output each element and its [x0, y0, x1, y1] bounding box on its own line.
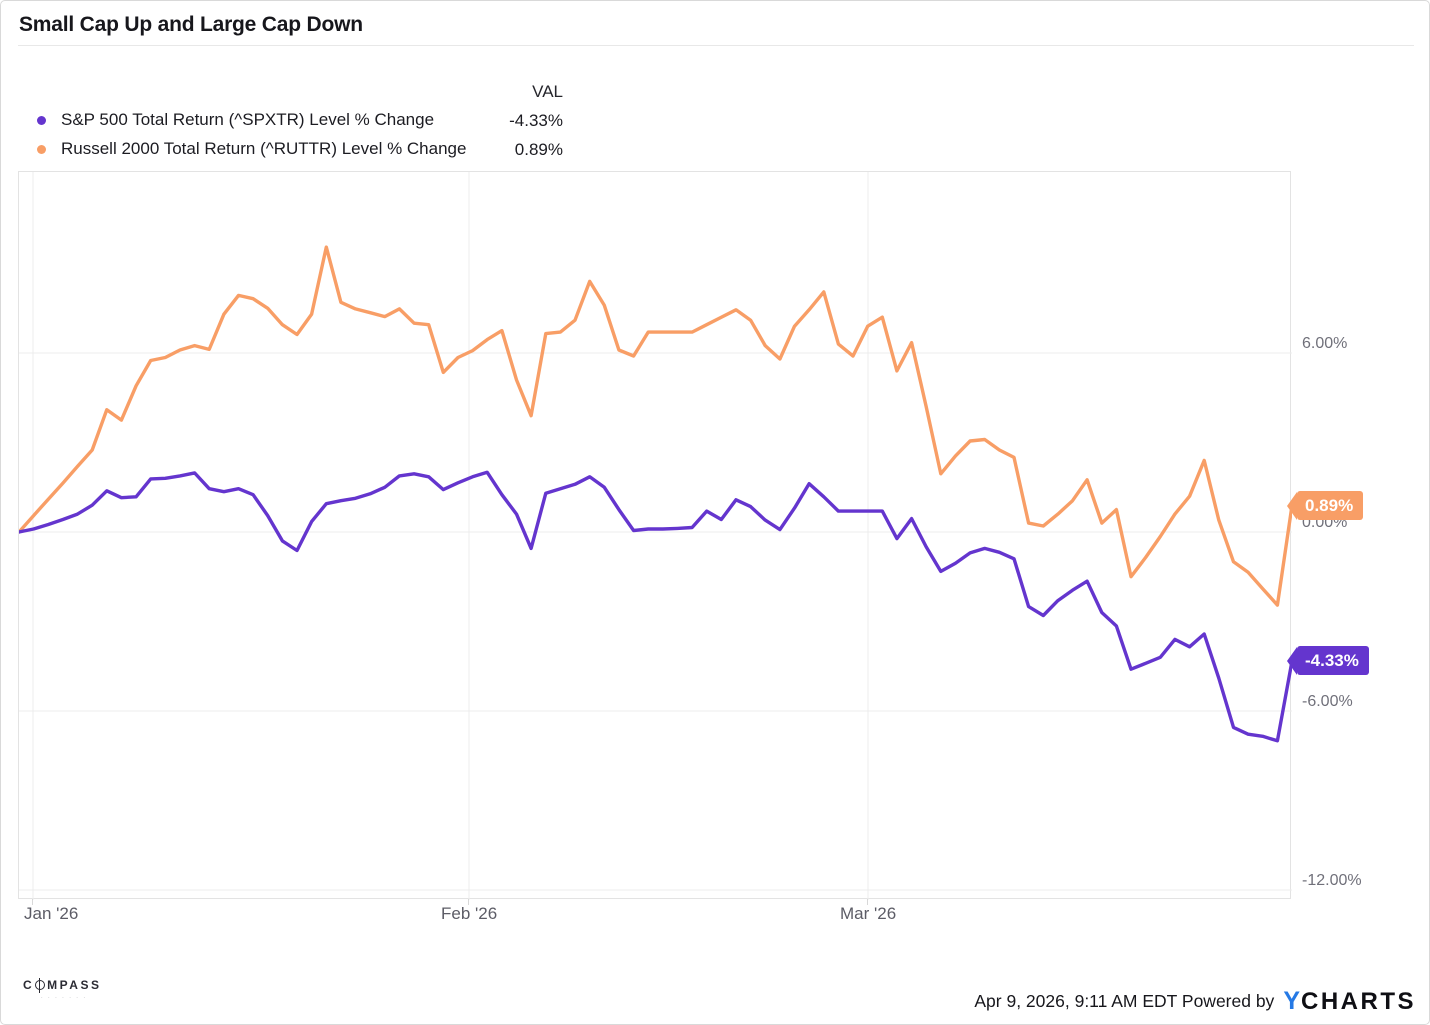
legend-label-russell: Russell 2000 Total Return (^RUTTR) Level…	[61, 139, 467, 158]
russell-2000-line	[19, 245, 1292, 607]
x-tick-mar	[867, 899, 868, 905]
russell-series-dot-icon	[37, 144, 46, 154]
page-title: Small Cap Up and Large Cap Down	[19, 13, 363, 36]
spx-series-dot-icon	[37, 115, 46, 125]
legend-value-russell: 0.89%	[514, 140, 563, 159]
timestamp: Apr 9, 2026, 9:11 AM EDT Powered by	[974, 991, 1275, 1011]
legend-value-spx: -4.33%	[509, 111, 563, 130]
sp500-line	[19, 470, 1292, 743]
x-axis-label-jan: Jan '26	[24, 904, 79, 923]
russell-value-badge: 0.89%	[1297, 491, 1364, 520]
ycharts-logo: Y CHARTS	[1283, 987, 1416, 1016]
legend-label-spx: S&P 500 Total Return (^SPXTR) Level % Ch…	[61, 110, 435, 129]
x-tick-feb	[468, 899, 469, 905]
x-axis-label-feb: Feb '26	[441, 904, 498, 923]
plot-area	[18, 171, 1292, 900]
compass-logo-c: C	[23, 978, 35, 992]
footer-attribution: Apr 9, 2026, 9:11 AM EDT Powered by Y CH…	[974, 987, 1416, 1016]
compass-logo-rest: MPASS	[47, 978, 102, 992]
y-axis-label-6: 6.00%	[1302, 335, 1348, 352]
x-tick-jan	[32, 899, 33, 905]
ycharts-wordmark: CHARTS	[1301, 988, 1416, 1015]
compass-tagline: · · · · · · ·	[41, 995, 87, 1001]
spx-value-badge: -4.33%	[1297, 646, 1369, 675]
compass-logo: C MPASS	[23, 977, 102, 993]
compass-needle-icon	[34, 977, 45, 993]
y-axis-label-neg6: -6.00%	[1302, 693, 1353, 710]
title-divider	[18, 45, 1414, 46]
legend-item-russell: Russell 2000 Total Return (^RUTTR) Level…	[37, 139, 466, 159]
x-axis-label-mar: Mar '26	[840, 904, 897, 923]
plot-svg	[19, 172, 1292, 900]
ycharts-y-mark: Y	[1283, 987, 1301, 1015]
y-axis-label-neg12: -12.00%	[1302, 872, 1362, 889]
legend-item-spx: S&P 500 Total Return (^SPXTR) Level % Ch…	[37, 110, 434, 130]
legend-val-header: VAL	[532, 82, 563, 101]
